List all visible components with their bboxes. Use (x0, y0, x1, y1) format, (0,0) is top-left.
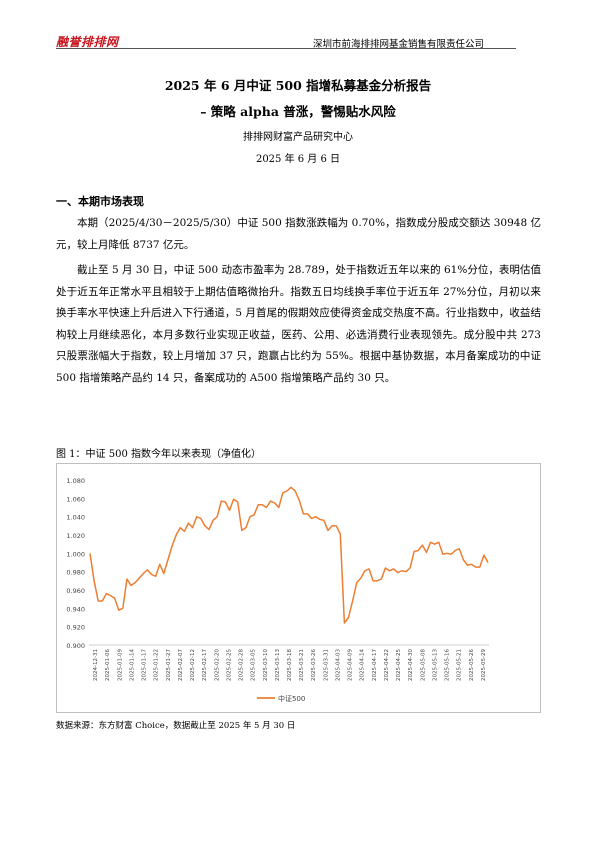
x-tick-label: 2025-03-18 (287, 649, 293, 681)
x-tick-label: 2025-04-14 (360, 649, 366, 681)
x-tick-label: 2025-03-05 (251, 649, 257, 681)
y-tick-label: 0.960 (66, 587, 85, 595)
report-date: 2025 年 6 月 6 日 (255, 154, 341, 165)
figure-caption: 图 1：中证 500 指数今年以来表现（净值化） (56, 449, 261, 460)
company-name: 深圳市前海排排网基金销售有限责任公司 (312, 39, 484, 50)
logo: 融誉排排网 (56, 35, 119, 49)
x-tick-label: 2025-03-10 (263, 649, 269, 681)
x-tick-label: 2025-05-16 (445, 649, 451, 681)
x-tick-label: 2025-03-31 (323, 649, 329, 681)
x-tick-label: 2025-01-09 (117, 649, 123, 681)
x-tick-label: 2025-02-25 (226, 649, 232, 681)
y-tick-label: 1.040 (66, 514, 85, 522)
x-tick-label: 2025-02-12 (190, 649, 196, 681)
x-tick-label: 2024-12-31 (93, 649, 99, 681)
x-tick-label: 2025-05-13 (432, 649, 438, 681)
x-tick-label: 2025-02-28 (239, 649, 245, 681)
x-tick-label: 2025-05-29 (481, 649, 487, 681)
line-chart: 1.080 1.060 1.040 1.020 1.000 0.980 0.960 0.940… (66, 477, 489, 703)
series-line (89, 486, 489, 624)
x-tick-label: 2025-03-13 (275, 649, 281, 681)
y-tick-label: 1.000 (66, 550, 85, 558)
section-heading: 一、本期市场表现 (56, 195, 144, 208)
y-tick-label: 0.900 (66, 642, 85, 650)
x-tick-label: 2025-01-22 (154, 649, 160, 681)
x-tick-label: 2025-04-25 (396, 649, 402, 681)
x-tick-label: 2025-03-26 (311, 649, 317, 681)
x-tick-label: 2025-05-08 (420, 649, 426, 681)
x-tick-label: 2025-01-14 (129, 649, 135, 681)
x-tick-label: 2025-03-21 (299, 649, 305, 681)
y-tick-label: 0.980 (66, 569, 85, 577)
x-tick-label: 2025-05-21 (457, 649, 463, 681)
report-title: 2025 年 6 月中证 500 指增私募基金分析报告 (164, 78, 432, 93)
paragraph-2: 截止至 5 月 30 日，中证 500 动态市盈率为 28.789，处于指数近五… (56, 264, 541, 384)
x-tick-label: 2025-04-22 (384, 649, 390, 681)
x-tick-label: 2025-01-17 (142, 649, 148, 681)
y-tick-label: 0.940 (66, 605, 85, 613)
x-tick-label: 2025-04-09 (348, 649, 354, 681)
x-tick-label: 2025-02-17 (202, 649, 208, 681)
x-tick-label: 2025-01-06 (105, 649, 111, 681)
report-subtitle: – 策略 alpha 普涨，警惕贴水风险 (200, 104, 396, 119)
legend-label: 中证500 (278, 694, 305, 703)
y-tick-label: 1.020 (66, 532, 85, 540)
research-org: 排排网财富产品研究中心 (243, 132, 353, 143)
data-source: 数据来源：东方财富 Choice，数据截止至 2025 年 5 月 30 日 (56, 721, 296, 731)
y-tick-label: 1.080 (66, 477, 85, 485)
x-tick-label: 2025-04-30 (408, 649, 414, 681)
paragraph-1: 本期（2025/4/30－2025/5/30）中证 500 指数涨跌幅为 0.7… (56, 217, 541, 251)
x-tick-label: 2025-01-27 (166, 649, 172, 681)
y-tick-label: 0.920 (66, 624, 85, 632)
x-tick-label: 2025-04-17 (372, 649, 378, 681)
chart-container: 1.080 1.060 1.040 1.020 1.000 0.980 0.960 0.940… (56, 463, 541, 713)
x-tick-label: 2025-04-03 (335, 649, 341, 681)
x-tick-label: 2025-02-20 (214, 649, 220, 681)
y-tick-label: 1.060 (66, 495, 85, 503)
header-divider (56, 48, 516, 49)
x-tick-label: 2025-02-07 (178, 649, 184, 681)
x-tick-label: 2025-05-26 (469, 649, 475, 681)
